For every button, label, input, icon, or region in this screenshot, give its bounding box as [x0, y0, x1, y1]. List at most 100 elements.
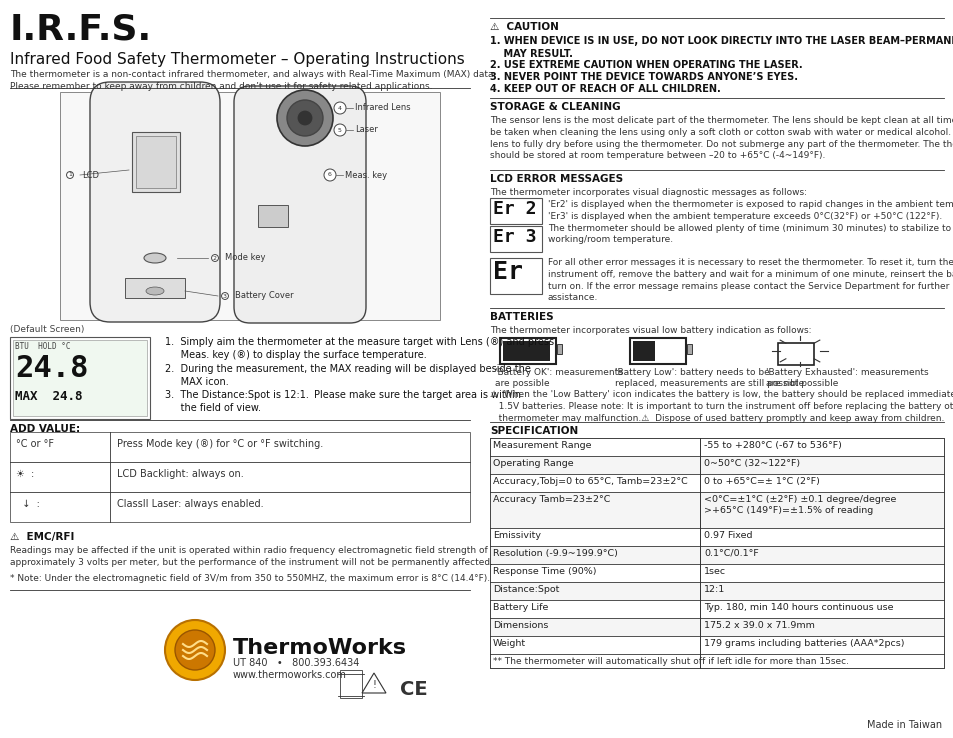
Text: Typ. 180, min 140 hours continuous use: Typ. 180, min 140 hours continuous use [703, 603, 893, 612]
Text: CE: CE [399, 680, 427, 699]
Text: 0 to +65°C=± 1°C (2°F): 0 to +65°C=± 1°C (2°F) [703, 477, 819, 486]
Text: Accuracy Tamb=23±2°C: Accuracy Tamb=23±2°C [493, 495, 610, 504]
Text: !: ! [372, 680, 375, 690]
Text: (Default Screen): (Default Screen) [10, 325, 84, 334]
Text: 3. NEVER POINT THE DEVICE TOWARDS ANYONE’S EYES.: 3. NEVER POINT THE DEVICE TOWARDS ANYONE… [490, 72, 797, 82]
Text: Measurement Range: Measurement Range [493, 441, 591, 450]
Text: Infrared Lens: Infrared Lens [355, 103, 410, 112]
Bar [490, 258, 541, 294]
Text: LCD ERROR MESSAGES: LCD ERROR MESSAGES [490, 174, 622, 184]
Text: Response Time (90%): Response Time (90%) [493, 567, 596, 576]
Bar [125, 278, 185, 298]
Text: Resolution (-9.9~199.9°C): Resolution (-9.9~199.9°C) [493, 549, 618, 558]
Text: MAX  24.8: MAX 24.8 [15, 390, 82, 403]
Text: BATTERIES: BATTERIES [490, 312, 553, 322]
Text: 24.8: 24.8 [15, 354, 89, 383]
Text: 4. KEEP OUT OF REACH OF ALL CHILDREN.: 4. KEEP OUT OF REACH OF ALL CHILDREN. [490, 84, 720, 94]
Text: Battery Cover: Battery Cover [234, 292, 294, 300]
Circle shape [287, 100, 323, 136]
Text: °C or °F: °C or °F [16, 439, 54, 449]
Bar [339, 670, 361, 698]
Text: ADD VALUE:: ADD VALUE: [10, 424, 80, 434]
Bar [490, 492, 943, 528]
Bar [499, 338, 556, 364]
Bar [60, 92, 439, 320]
Circle shape [324, 169, 335, 181]
Text: 'Battery Exhausted': measurements
are not possible: 'Battery Exhausted': measurements are no… [765, 368, 927, 388]
Circle shape [174, 630, 214, 670]
Text: 'Er2' is displayed when the thermometer is exposed to rapid changes in the ambie: 'Er2' is displayed when the thermometer … [547, 200, 953, 244]
Text: Readings may be affected if the unit is operated within radio frequency electrom: Readings may be affected if the unit is … [10, 546, 493, 567]
Circle shape [334, 124, 346, 136]
Text: Press Mode key (®) for °C or °F switching.: Press Mode key (®) for °C or °F switchin… [117, 439, 323, 449]
Text: 179 grams including batteries (AAA*2pcs): 179 grams including batteries (AAA*2pcs) [703, 639, 903, 648]
Bar [10, 432, 470, 522]
Bar [13, 340, 147, 416]
Text: Infrared Food Safety Thermometer – Operating Instructions: Infrared Food Safety Thermometer – Opera… [10, 52, 464, 67]
Text: I.R.F.S.: I.R.F.S. [10, 12, 152, 46]
Text: 1.  Simply aim the thermometer at the measure target with Lens (®) and press
   : 1. Simply aim the thermometer at the mea… [165, 337, 554, 360]
Text: ↓  :: ↓ : [16, 499, 40, 509]
Bar [490, 618, 943, 636]
Text: The thermometer incorporates visual low battery indication as follows:: The thermometer incorporates visual low … [490, 326, 811, 335]
Text: Laser: Laser [355, 125, 377, 134]
Text: 1sec: 1sec [703, 567, 725, 576]
Bar [490, 438, 943, 668]
Bar [490, 546, 943, 564]
Text: www.thermoworks.com: www.thermoworks.com [233, 670, 347, 680]
Text: Er 2: Er 2 [493, 200, 536, 218]
Text: SPECIFICATION: SPECIFICATION [490, 426, 578, 436]
Text: 2.  During the measurement, the MAX reading will be displayed beside the
     MA: 2. During the measurement, the MAX readi… [165, 364, 530, 387]
Text: 12:1: 12:1 [703, 585, 724, 594]
Text: 6: 6 [328, 173, 332, 178]
Text: ** The thermometer will automatically shut off if left idle for more than 15sec.: ** The thermometer will automatically sh… [493, 657, 848, 666]
Bar [490, 198, 541, 224]
Text: The thermometer is a non-contact infrared thermometer, and always with Real-Time: The thermometer is a non-contact infrare… [10, 70, 496, 91]
Ellipse shape [144, 253, 166, 263]
Bar [686, 344, 691, 354]
Text: Emissivity: Emissivity [493, 531, 540, 540]
Bar [10, 337, 150, 419]
Text: Er: Er [493, 260, 522, 284]
Text: Er 3: Er 3 [493, 228, 536, 246]
Text: 1: 1 [68, 173, 71, 178]
Text: 2. USE EXTREME CAUTION WHEN OPERATING THE LASER.: 2. USE EXTREME CAUTION WHEN OPERATING TH… [490, 60, 801, 70]
Text: BTU  HOLD °C: BTU HOLD °C [15, 342, 71, 351]
Bar [136, 136, 175, 188]
Ellipse shape [146, 287, 164, 295]
Text: * Note: Under the electromagnetic field of 3V/m from 350 to 550MHZ, the maximum : * Note: Under the electromagnetic field … [10, 574, 490, 583]
Text: <0°C=±1°C (±2°F) ±0.1 degree/degree
>+65°C (149°F)=±1.5% of reading: <0°C=±1°C (±2°F) ±0.1 degree/degree >+65… [703, 495, 896, 515]
Text: Accuracy,Tobj=0 to 65°C, Tamb=23±2°C: Accuracy,Tobj=0 to 65°C, Tamb=23±2°C [493, 477, 687, 486]
FancyBboxPatch shape [233, 86, 366, 323]
Text: Dimensions: Dimensions [493, 621, 548, 630]
Text: 175.2 x 39.0 x 71.9mm: 175.2 x 39.0 x 71.9mm [703, 621, 814, 630]
Text: ⚠  EMC/RFI: ⚠ EMC/RFI [10, 532, 74, 542]
Bar [629, 338, 685, 364]
Text: STORAGE & CLEANING: STORAGE & CLEANING [490, 102, 620, 112]
Text: Mode key: Mode key [225, 253, 265, 263]
Text: ☀  :: ☀ : [16, 469, 34, 479]
Text: 'Battery Low': battery needs to be
replaced, measurements are still possible: 'Battery Low': battery needs to be repla… [615, 368, 803, 388]
Text: LCD: LCD [82, 170, 99, 179]
Bar [633, 341, 655, 361]
Circle shape [296, 110, 313, 126]
Bar [490, 582, 943, 600]
Text: 3: 3 [223, 294, 227, 298]
Bar [132, 132, 180, 192]
Circle shape [165, 620, 225, 680]
Text: Distance:Spot: Distance:Spot [493, 585, 558, 594]
Text: 5: 5 [337, 128, 341, 133]
Text: Weight: Weight [493, 639, 525, 648]
Bar [778, 343, 813, 365]
Text: The thermometer incorporates visual diagnostic messages as follows:: The thermometer incorporates visual diag… [490, 188, 806, 197]
Bar [490, 226, 541, 252]
Bar [502, 341, 550, 361]
Circle shape [334, 102, 346, 114]
Text: ⚠  CAUTION: ⚠ CAUTION [490, 22, 558, 32]
Text: 0~50°C (32~122°F): 0~50°C (32~122°F) [703, 459, 800, 468]
Text: 0.1°C/0.1°F: 0.1°C/0.1°F [703, 549, 758, 558]
Text: ClassII Laser: always enabled.: ClassII Laser: always enabled. [117, 499, 263, 509]
Bar [490, 456, 943, 474]
Text: 1. WHEN DEVICE IS IN USE, DO NOT LOOK DIRECTLY INTO THE LASER BEAM–PERMANENT EYE: 1. WHEN DEVICE IS IN USE, DO NOT LOOK DI… [490, 36, 953, 59]
Text: 'Battery OK': measurements
are possible: 'Battery OK': measurements are possible [495, 368, 622, 388]
